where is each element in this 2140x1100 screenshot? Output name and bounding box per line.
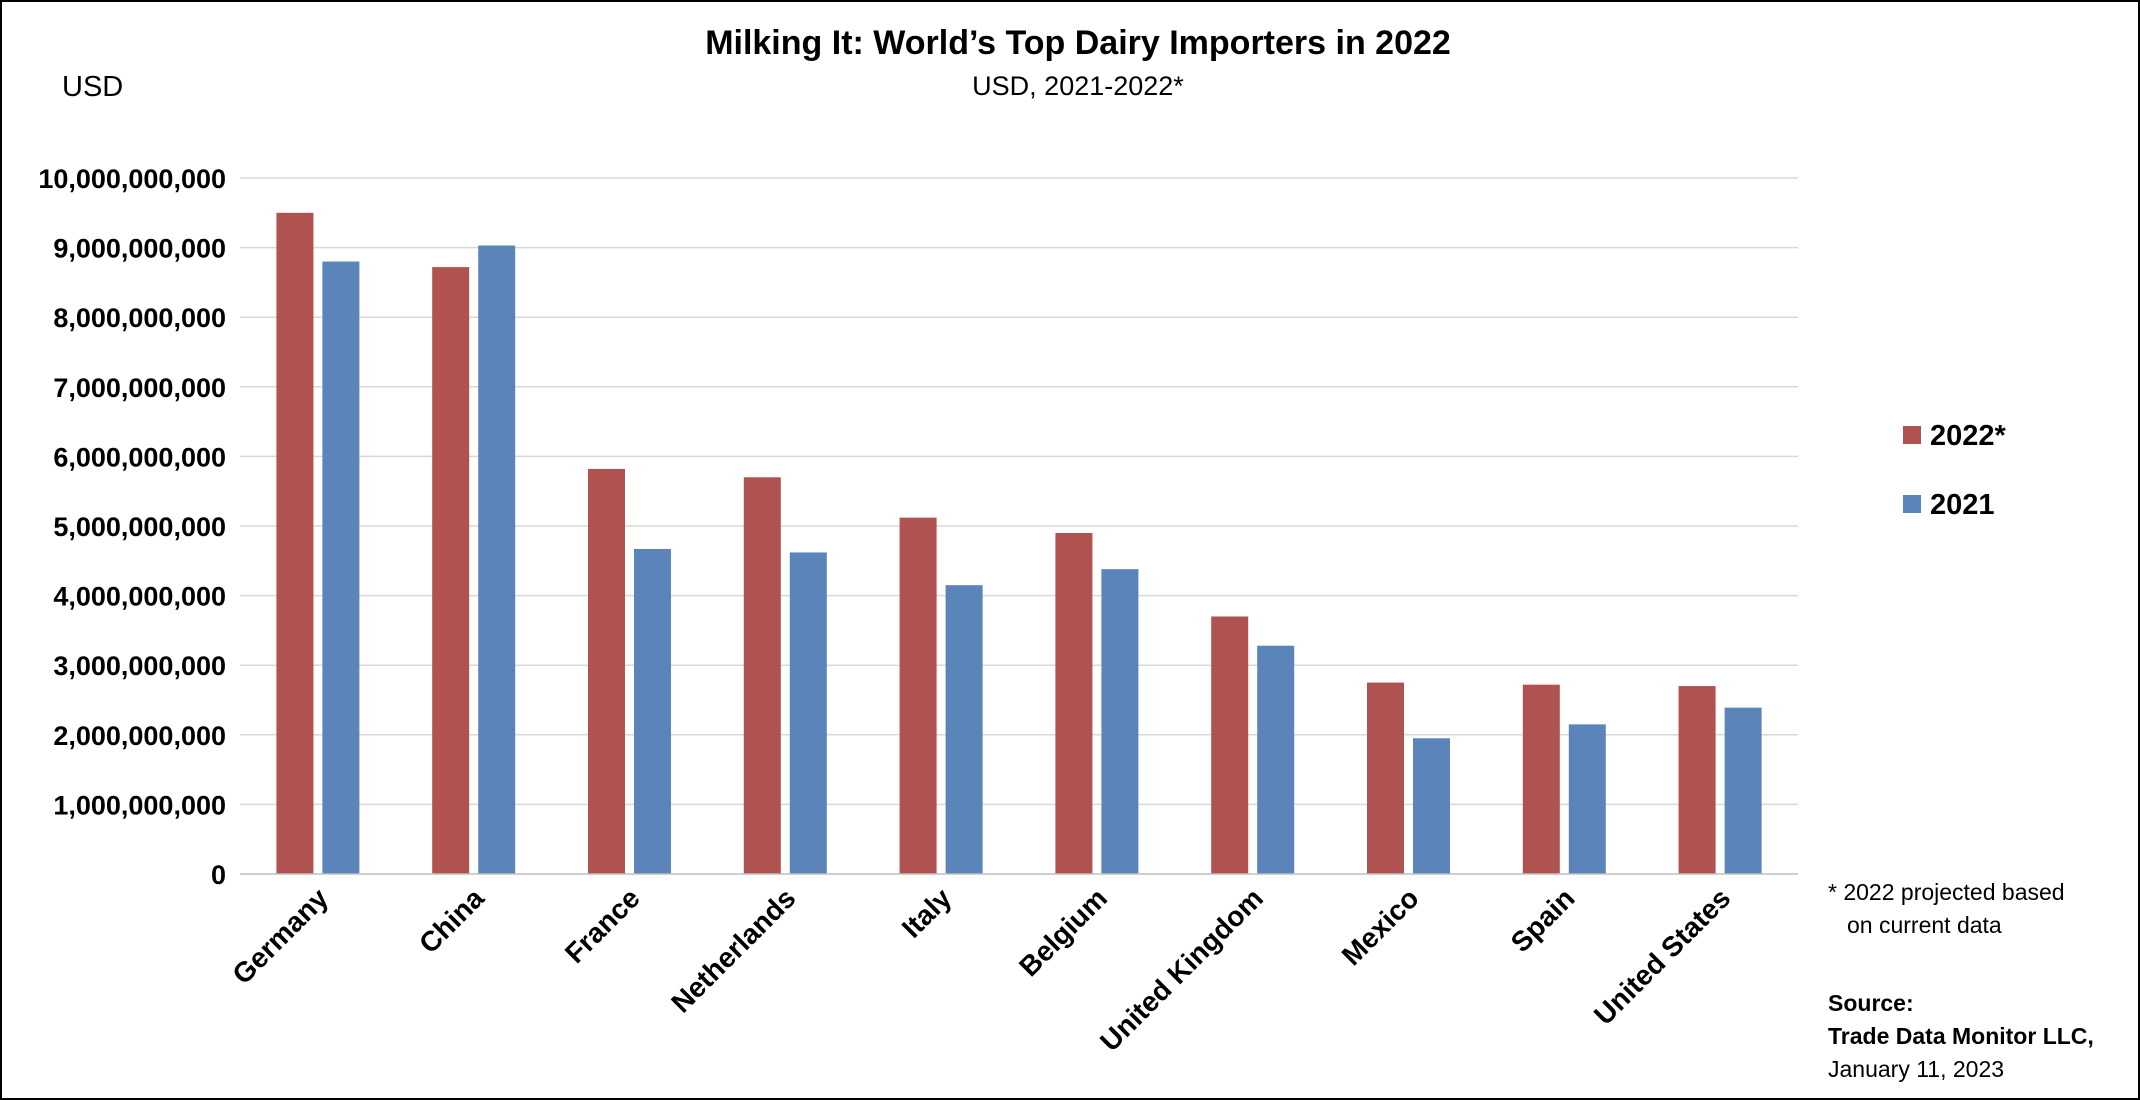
- y-tick-label: 5,000,000,000: [53, 512, 226, 542]
- x-tick-label-netherlands: Netherlands: [665, 882, 801, 1018]
- bar-italy-2022: [899, 517, 937, 874]
- legend-swatch-2021: [1903, 495, 1921, 513]
- x-tick-label-mexico: Mexico: [1336, 882, 1425, 971]
- bar-belgium-2022: [1055, 532, 1093, 874]
- y-axis-ticks: 0 1,000,000,000 2,000,000,000 3,000,000,000…: [38, 164, 226, 890]
- bar-germany-2022: [276, 212, 314, 875]
- x-tick-label-united-kingdom: United Kingdom: [1094, 882, 1269, 1057]
- legend-label-2022: 2022*: [1930, 420, 2007, 452]
- x-axis-ticks: Germany China France Netherlands Italy Belgiu…: [226, 882, 1736, 1057]
- legend-swatch-2022: [1903, 426, 1921, 444]
- gridlines: [240, 177, 1798, 806]
- x-tick-label-italy: Italy: [896, 882, 958, 944]
- source-note: Source: Trade Data Monitor LLC, January …: [1828, 990, 2094, 1082]
- bar-united-states-2021: [1724, 707, 1762, 874]
- bar-italy-2021: [945, 585, 983, 874]
- x-tick-label-belgium: Belgium: [1013, 882, 1113, 982]
- bar-germany-2021: [322, 261, 360, 874]
- footnote-line-1: * 2022 projected based: [1828, 879, 2065, 905]
- bar-france-2021: [634, 548, 671, 874]
- y-tick-label: 7,000,000,000: [53, 373, 226, 403]
- bar-spain-2022: [1522, 684, 1560, 874]
- x-tick-label-china: China: [413, 882, 490, 959]
- source-date: January 11, 2023: [1828, 1056, 2004, 1082]
- legend: 2022* 2021: [1903, 420, 2007, 521]
- bar-france-2022: [588, 468, 625, 874]
- x-tick-label-germany: Germany: [226, 882, 334, 990]
- y-tick-label: 10,000,000,000: [38, 164, 226, 194]
- y-tick-label: 3,000,000,000: [53, 651, 226, 681]
- bar-china-2022: [432, 267, 470, 874]
- bar-netherlands-2022: [743, 477, 781, 874]
- source-organization: Trade Data Monitor LLC,: [1828, 1023, 2094, 1049]
- bar-united-kingdom-2021: [1257, 645, 1295, 874]
- footnote: * 2022 projected based on current data: [1828, 879, 2065, 938]
- y-tick-label: 9,000,000,000: [53, 234, 226, 264]
- bar-netherlands-2021: [789, 552, 827, 874]
- source-label: Source:: [1828, 990, 1914, 1016]
- bar-mexico-2021: [1413, 738, 1450, 874]
- bars: [276, 212, 1762, 875]
- bar-spain-2021: [1568, 724, 1606, 874]
- bar-belgium-2021: [1101, 569, 1139, 874]
- y-tick-label: 4,000,000,000: [53, 582, 226, 612]
- y-tick-label: 6,000,000,000: [53, 442, 226, 472]
- x-tick-label-france: France: [559, 882, 646, 969]
- footnote-line-2: on current data: [1847, 912, 2002, 938]
- y-tick-label: 8,000,000,000: [53, 303, 226, 333]
- y-tick-label: 0: [211, 860, 226, 890]
- legend-label-2021: 2021: [1930, 489, 1995, 521]
- bar-mexico-2022: [1367, 682, 1404, 874]
- y-axis-unit-label: USD: [62, 71, 123, 103]
- y-tick-label: 2,000,000,000: [53, 721, 226, 751]
- bar-united-kingdom-2022: [1211, 616, 1249, 874]
- x-tick-label-spain: Spain: [1505, 882, 1581, 958]
- chart-subtitle: USD, 2021-2022*: [972, 71, 1184, 101]
- bar-china-2021: [478, 245, 516, 875]
- chart-title: Milking It: World’s Top Dairy Importers …: [705, 24, 1451, 62]
- y-tick-label: 1,000,000,000: [53, 790, 226, 820]
- x-tick-label-united-states: United States: [1588, 882, 1736, 1030]
- bar-united-states-2022: [1678, 686, 1716, 874]
